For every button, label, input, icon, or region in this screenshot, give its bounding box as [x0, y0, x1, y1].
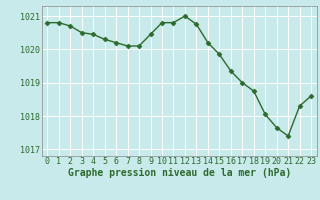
X-axis label: Graphe pression niveau de la mer (hPa): Graphe pression niveau de la mer (hPa): [68, 168, 291, 178]
